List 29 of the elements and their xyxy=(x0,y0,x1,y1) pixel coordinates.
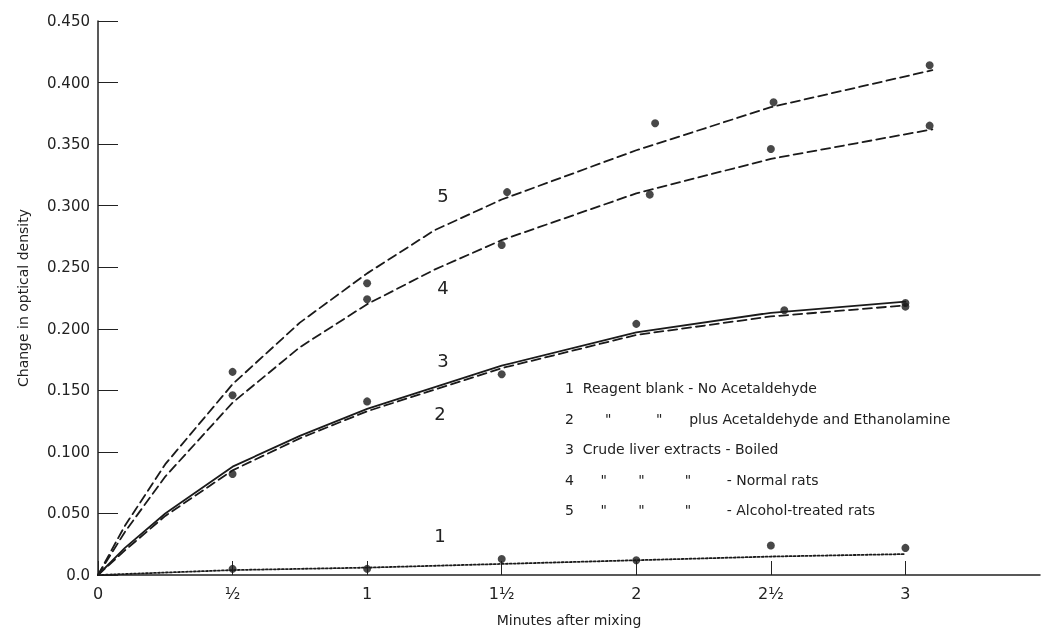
x-tick-label: 3 xyxy=(900,583,911,603)
y-tick-label: 0.050 xyxy=(47,504,90,523)
annotation: 2 xyxy=(434,402,446,424)
y-tick-label: 0.300 xyxy=(47,196,90,215)
y-tick-label: 0.150 xyxy=(47,381,90,400)
annotation: 4 " " " - Normal rats xyxy=(565,471,819,488)
y-axis-title: Change in optical density xyxy=(15,208,31,388)
annotation: 2 " " plus Acetaldehyde and Ethanolamine xyxy=(565,410,951,427)
x-tick-label: 2 xyxy=(631,583,642,603)
x-axis-title: Minutes after mixing xyxy=(496,612,642,628)
x-tick-label: ½ xyxy=(224,583,241,603)
x-tick-label: 2½ xyxy=(758,583,784,603)
annotation: 1 xyxy=(434,524,446,546)
x-tick-label: 1½ xyxy=(488,583,515,603)
y-tick-label: 0.250 xyxy=(47,258,90,277)
y-tick-label: 0.200 xyxy=(47,319,90,338)
annotation: 1 Reagent blank - No Acetaldehyde xyxy=(565,380,817,396)
annotation: 5 xyxy=(437,184,449,206)
y-tick-label: 0.100 xyxy=(47,442,90,461)
x-tick-label: 0 xyxy=(92,583,104,603)
annotation: 5 " " " - Alcohol-treated rats xyxy=(565,502,876,518)
y-tick-label: 0.400 xyxy=(47,73,90,92)
x-tick-label: 1 xyxy=(362,583,373,603)
y-tick-label: 0.350 xyxy=(47,135,90,154)
annotation: 3 xyxy=(437,349,449,371)
y-tick-label: 0.450 xyxy=(47,12,90,30)
annotation: 4 xyxy=(437,276,449,298)
y-tick-label: 0.0 xyxy=(66,566,90,584)
annotation: 3 Crude liver extracts - Boiled xyxy=(565,441,779,457)
